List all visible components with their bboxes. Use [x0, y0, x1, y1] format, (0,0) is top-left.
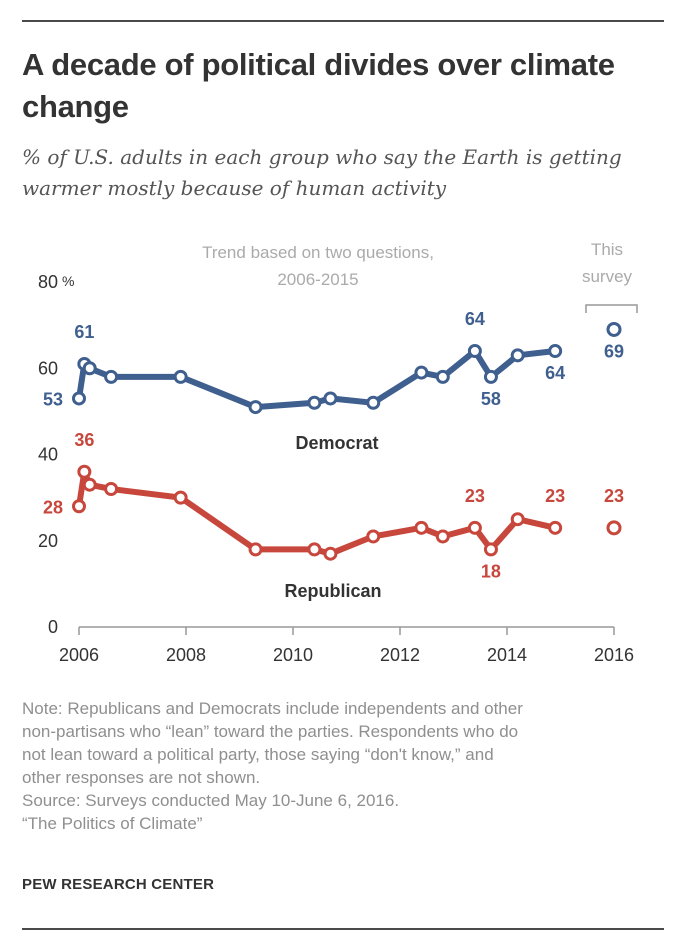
data-point-republican [104, 482, 119, 496]
data-point-democrat [548, 344, 563, 358]
data-point-democrat [414, 365, 429, 380]
data-label: 36 [74, 430, 94, 450]
series-label-republican: Republican [284, 581, 381, 601]
note-line: non-partisans who “lean” toward the part… [22, 722, 519, 741]
pew-credit: PEW RESEARCH CENTER [22, 876, 215, 893]
data-point-democrat [72, 391, 86, 406]
x-tick-label: 2014 [487, 645, 527, 665]
data-point-democrat [323, 391, 338, 406]
data-point-democrat [173, 369, 188, 384]
x-tick-label: 2010 [273, 645, 313, 665]
data-label: 64 [465, 309, 485, 329]
data-point-republican [510, 512, 525, 527]
data-point-republican [77, 464, 92, 479]
data-point-democrat [467, 344, 482, 358]
data-label: 23 [545, 486, 565, 506]
data-label: 58 [481, 389, 501, 409]
data-point-democrat [510, 348, 525, 363]
data-point-republican [366, 529, 381, 544]
data-point-republican [467, 520, 482, 535]
note-line: Note: Republicans and Democrats include … [22, 699, 523, 718]
data-point-democrat [104, 369, 119, 384]
data-point-republican [323, 546, 338, 561]
note-line: not lean toward a political party, those… [22, 745, 494, 764]
series-line-republican [76, 468, 559, 557]
data-label: 53 [43, 389, 63, 409]
data-label: 23 [465, 486, 485, 506]
data-point-republican [248, 542, 263, 557]
data-label: 28 [43, 497, 63, 517]
data-point-republican [307, 542, 322, 557]
y-tick-label: 0 [48, 617, 58, 637]
x-tick-label: 2008 [166, 645, 206, 665]
data-point-republican [435, 529, 450, 544]
x-tick-label: 2012 [380, 645, 420, 665]
trend-note: Trend based on two questions, [202, 243, 434, 262]
chart-title: A decade of political divides over clima… [22, 47, 615, 124]
survey-note: survey [582, 267, 633, 286]
y-tick-label: 60 [38, 358, 58, 378]
data-point-democrat [82, 361, 97, 376]
y-unit-label: % [62, 273, 74, 289]
x-tick-label: 2006 [59, 645, 99, 665]
data-label: 64 [545, 363, 565, 383]
data-point-democrat [483, 369, 498, 384]
source-line: “The Politics of Climate” [22, 814, 203, 833]
data-label: 69 [604, 341, 624, 361]
source-line: Source: Surveys conducted May 10-June 6,… [22, 791, 400, 810]
chart-subtitle: % of U.S. adults in each group who say t… [22, 145, 622, 200]
data-point-republican [82, 477, 97, 492]
survey-note: This [591, 240, 623, 259]
line-chart: Trend based on two questions, 2006-2015 Th… [38, 240, 638, 665]
notes: Note: Republicans and Democrats include … [22, 697, 672, 835]
note-line: other responses are not shown. [22, 768, 261, 787]
bottom-rule [22, 928, 664, 930]
series-label-democrat: Democrat [295, 433, 378, 453]
y-tick-label: 40 [38, 445, 58, 465]
data-point-republican [414, 520, 429, 535]
top-rule [22, 20, 664, 22]
data-point-republican [483, 542, 498, 557]
y-tick-label: 20 [38, 531, 58, 551]
data-point-democrat [435, 369, 450, 384]
data-point-republican [72, 499, 86, 514]
trend-note: 2006-2015 [277, 270, 358, 289]
survey-bracket [585, 304, 638, 313]
x-tick-label: 2016 [594, 645, 634, 665]
current-survey-point-democrat [606, 321, 622, 337]
data-point-democrat [248, 400, 263, 415]
data-point-republican [548, 520, 563, 535]
data-label: 18 [481, 561, 501, 581]
data-point-republican [173, 490, 188, 505]
data-point-democrat [366, 395, 381, 410]
data-point-democrat [307, 395, 322, 410]
data-label: 23 [604, 486, 624, 506]
y-tick-label: 80 [38, 272, 58, 292]
data-label: 61 [74, 322, 94, 342]
current-survey-point-republican [606, 520, 622, 536]
